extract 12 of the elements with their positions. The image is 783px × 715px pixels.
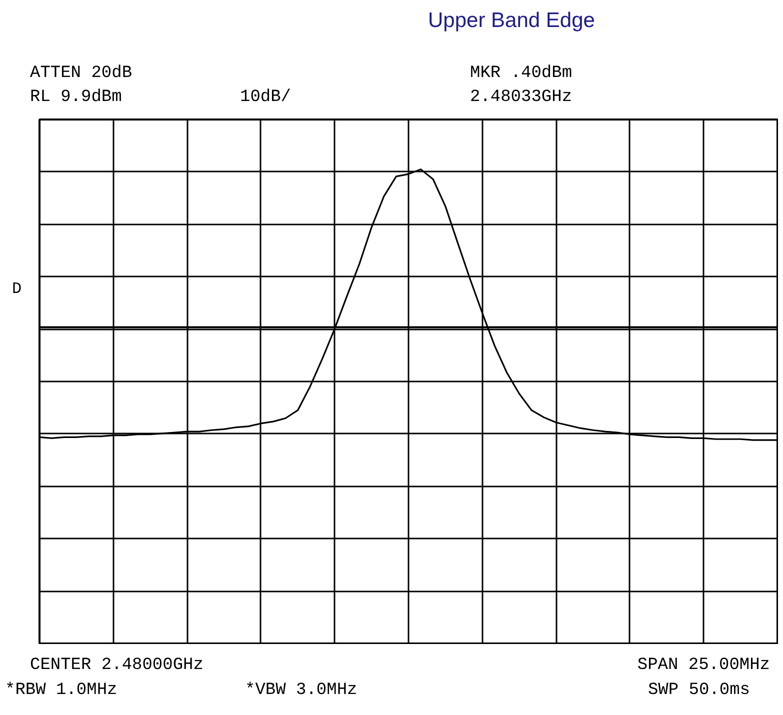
text: CENTER 2.48000GHz (30, 655, 204, 677)
text: *VBW 3.0MHz (245, 680, 358, 702)
text: 10dB/ (240, 87, 292, 109)
text: RL 9.9dBm (30, 87, 122, 109)
chart-title: Upper Band Edge (428, 8, 595, 34)
text: SWP 50.0ms (648, 680, 750, 702)
ref-line-label: D (12, 279, 22, 300)
text: *RBW 1.0MHz (5, 680, 118, 702)
text: ATTEN 20dB (30, 63, 132, 85)
text: MKR .40dBm (470, 63, 572, 85)
text: SPAN 25.00MHz (637, 655, 770, 677)
text: 2.48033GHz (470, 87, 572, 109)
